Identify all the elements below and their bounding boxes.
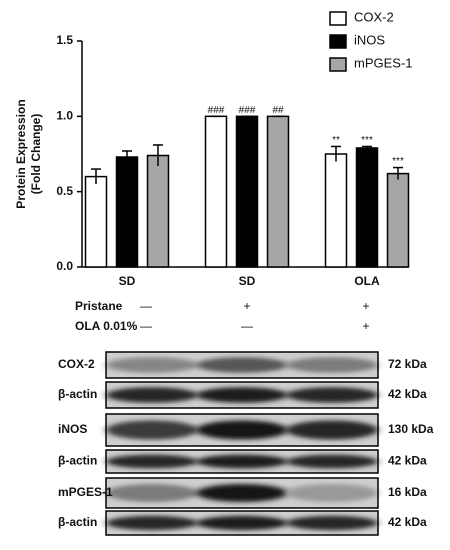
significance-label: ** bbox=[332, 135, 340, 146]
blot-frame bbox=[105, 510, 379, 536]
blot-size-label: 130 kDa bbox=[388, 422, 434, 436]
y-tick-label: 0.0 bbox=[56, 259, 73, 273]
y-tick-label: 0.5 bbox=[56, 184, 73, 198]
bar bbox=[204, 115, 228, 268]
y-tick-label: 1.0 bbox=[56, 109, 73, 123]
treatment-mark: + bbox=[362, 299, 369, 313]
blot-frame bbox=[105, 381, 379, 409]
x-tick-label: SD bbox=[239, 274, 256, 288]
bar bbox=[146, 154, 170, 268]
treatment-label: Pristane bbox=[75, 299, 123, 313]
blot-band bbox=[286, 484, 378, 502]
blot-frame bbox=[105, 477, 379, 509]
blot-band bbox=[286, 515, 378, 531]
significance-label: *** bbox=[392, 156, 404, 167]
blot-band bbox=[286, 387, 378, 403]
blot-size-label: 16 kDa bbox=[388, 485, 427, 499]
significance-label: ### bbox=[208, 105, 225, 116]
x-tick-label: SD bbox=[119, 274, 136, 288]
treatment-mark: + bbox=[243, 299, 250, 313]
bar bbox=[355, 147, 379, 268]
treatment-mark: + bbox=[362, 319, 369, 333]
treatment-mark: — bbox=[241, 319, 253, 333]
bar bbox=[84, 175, 108, 268]
blot-protein-label: β-actin bbox=[58, 515, 97, 529]
blot-protein-label: β-actin bbox=[58, 387, 97, 401]
legend-label: COX-2 bbox=[354, 9, 394, 24]
legend-label: iNOS bbox=[354, 32, 385, 47]
blot-band bbox=[106, 454, 198, 469]
significance-label: ## bbox=[272, 105, 284, 116]
blot-band bbox=[196, 515, 288, 531]
blot-band bbox=[196, 357, 288, 373]
significance-label: *** bbox=[361, 135, 373, 146]
blot-protein-label: COX-2 bbox=[58, 357, 95, 371]
treatment-mark: — bbox=[140, 299, 152, 313]
blot-band bbox=[196, 420, 288, 440]
y-tick-label: 1.5 bbox=[56, 33, 73, 47]
blot-band bbox=[106, 515, 198, 531]
legend-swatch bbox=[329, 57, 347, 72]
blot-protein-label: mPGES-1 bbox=[58, 485, 113, 499]
blot-band bbox=[286, 357, 378, 373]
y-axis-label: (Fold Change) bbox=[29, 114, 43, 195]
treatment-mark: — bbox=[140, 319, 152, 333]
blot-band bbox=[196, 387, 288, 403]
legend-label: mPGES-1 bbox=[354, 55, 413, 70]
bar bbox=[386, 172, 410, 268]
y-axis-label: Protein Expression bbox=[14, 99, 28, 208]
bar bbox=[235, 115, 259, 268]
blot-band bbox=[106, 484, 198, 502]
blot-band bbox=[286, 420, 378, 440]
bar bbox=[266, 115, 290, 268]
legend-swatch bbox=[329, 34, 347, 49]
x-tick-label: OLA bbox=[354, 274, 380, 288]
blot-frame bbox=[105, 449, 379, 474]
bar bbox=[115, 156, 139, 268]
blot-frame bbox=[105, 413, 379, 447]
blot-size-label: 72 kDa bbox=[388, 357, 427, 371]
blot-band bbox=[196, 454, 288, 469]
treatment-label: OLA 0.01% bbox=[75, 319, 138, 333]
blot-frame bbox=[105, 351, 379, 379]
blot-band bbox=[106, 357, 198, 373]
legend-swatch bbox=[329, 11, 347, 26]
blot-size-label: 42 kDa bbox=[388, 387, 427, 401]
blot-band bbox=[106, 420, 198, 440]
blot-band bbox=[286, 454, 378, 469]
bar bbox=[324, 153, 348, 268]
blot-band bbox=[106, 387, 198, 403]
blot-protein-label: iNOS bbox=[58, 422, 87, 436]
blot-band bbox=[196, 484, 288, 502]
blot-protein-label: β-actin bbox=[58, 454, 97, 468]
significance-label: ### bbox=[239, 105, 256, 116]
blot-size-label: 42 kDa bbox=[388, 454, 427, 468]
blot-size-label: 42 kDa bbox=[388, 515, 427, 529]
